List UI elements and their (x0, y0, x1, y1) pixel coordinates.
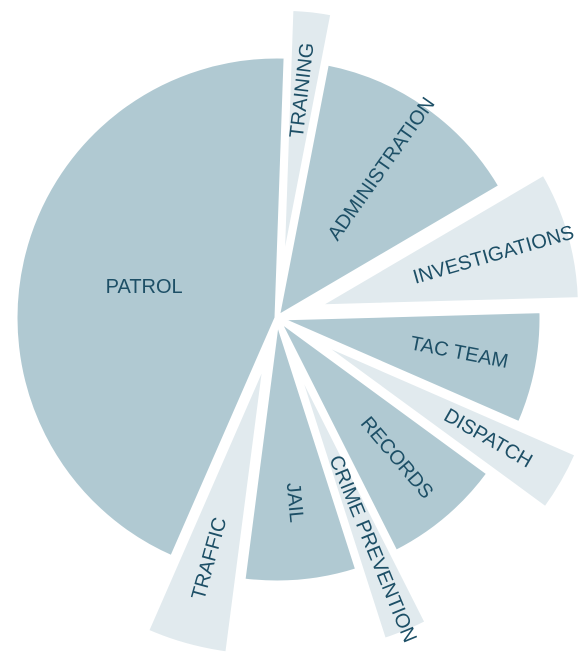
slice (273, 59, 505, 323)
slice (279, 5, 336, 279)
slice (310, 335, 581, 513)
slice (12, 53, 289, 562)
slice (289, 353, 431, 644)
slice (275, 308, 545, 428)
slice (240, 317, 362, 586)
slice-label: JAIL (282, 482, 308, 524)
slice (274, 315, 493, 557)
slice (314, 169, 583, 310)
slice (142, 355, 269, 657)
slice-label: PATROL (106, 276, 183, 298)
